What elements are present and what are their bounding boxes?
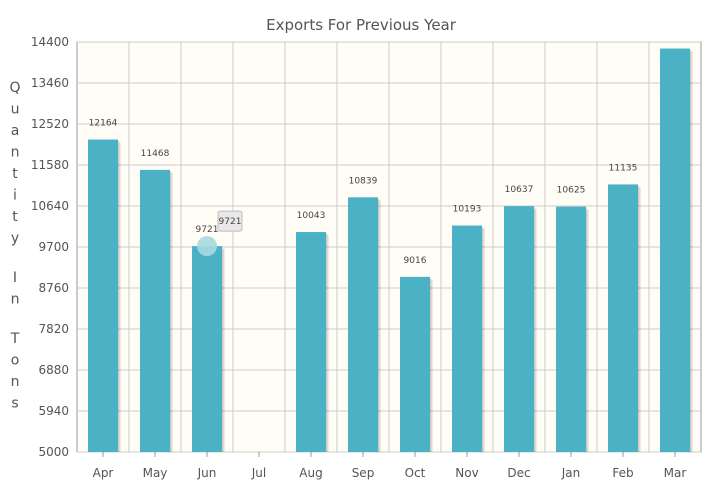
- y-axis-label-char: u: [11, 102, 20, 118]
- y-axis-label-char: n: [11, 292, 20, 308]
- x-tick-label: Feb: [612, 466, 633, 480]
- x-tick-label: Aug: [299, 466, 322, 480]
- y-tick-label: 13460: [31, 76, 69, 90]
- y-axis-label-char: t: [12, 166, 18, 182]
- data-label: 10839: [349, 176, 378, 186]
- x-tick-label: Jun: [197, 466, 217, 480]
- data-label: 11135: [609, 163, 638, 173]
- y-axis-label-char: n: [11, 145, 20, 161]
- x-tick-label: Mar: [664, 466, 687, 480]
- x-tick-label: Dec: [507, 466, 530, 480]
- y-tick-label: 10640: [31, 199, 69, 213]
- y-axis-label-char: a: [11, 123, 20, 139]
- chart-title: Exports For Previous Year: [266, 16, 457, 34]
- data-label: 10193: [453, 204, 482, 214]
- tooltip-box: [217, 210, 243, 232]
- bar: [452, 225, 482, 452]
- bar: [400, 276, 430, 452]
- x-tick-label: Jul: [251, 466, 266, 480]
- bar: [660, 48, 690, 453]
- x-tick-label: Oct: [405, 466, 426, 480]
- y-tick-label: 7820: [38, 322, 69, 336]
- bar: [556, 206, 586, 452]
- y-tick-label: 12520: [31, 117, 69, 131]
- data-label: 10625: [557, 186, 586, 196]
- y-axis-label-char: t: [12, 209, 18, 225]
- bar: [608, 184, 638, 452]
- data-label: 9016: [404, 256, 427, 266]
- x-tick-label: Nov: [455, 466, 478, 480]
- y-axis-label-char: o: [11, 353, 20, 369]
- data-label: 9721: [196, 225, 219, 235]
- tooltip-text: 9721: [219, 217, 242, 227]
- y-axis-label-char: n: [11, 374, 20, 390]
- bar: [348, 197, 378, 452]
- y-axis-label-char: I: [13, 270, 17, 286]
- y-tick-label: 14400: [31, 35, 69, 49]
- y-axis-label-char: Q: [9, 80, 20, 96]
- data-label: 10043: [297, 211, 326, 221]
- x-tick-label: Jan: [561, 466, 581, 480]
- y-tick-label: 5000: [38, 445, 69, 459]
- y-tick-label: 11580: [31, 158, 69, 172]
- y-axis-label-char: s: [11, 396, 18, 412]
- data-label: 10637: [505, 185, 534, 195]
- bar: [140, 169, 170, 452]
- y-axis-label-char: i: [13, 188, 17, 204]
- bar: [296, 232, 326, 452]
- bar: [192, 246, 222, 452]
- data-label: 12164: [89, 119, 118, 129]
- highlight-marker: [197, 236, 217, 257]
- data-label: 11468: [141, 149, 170, 159]
- y-axis-label-char: T: [10, 331, 20, 347]
- bar: [88, 139, 118, 453]
- y-tick-label: 8760: [38, 281, 69, 295]
- y-axis-label-char: y: [11, 231, 19, 247]
- x-tick-label: Sep: [352, 466, 375, 480]
- y-tick-label: 9700: [38, 240, 69, 254]
- y-tick-label: 6880: [38, 363, 69, 377]
- y-tick-label: 5940: [38, 404, 69, 418]
- bar: [504, 206, 534, 452]
- x-tick-label: Apr: [93, 466, 114, 480]
- x-tick-label: May: [143, 466, 168, 480]
